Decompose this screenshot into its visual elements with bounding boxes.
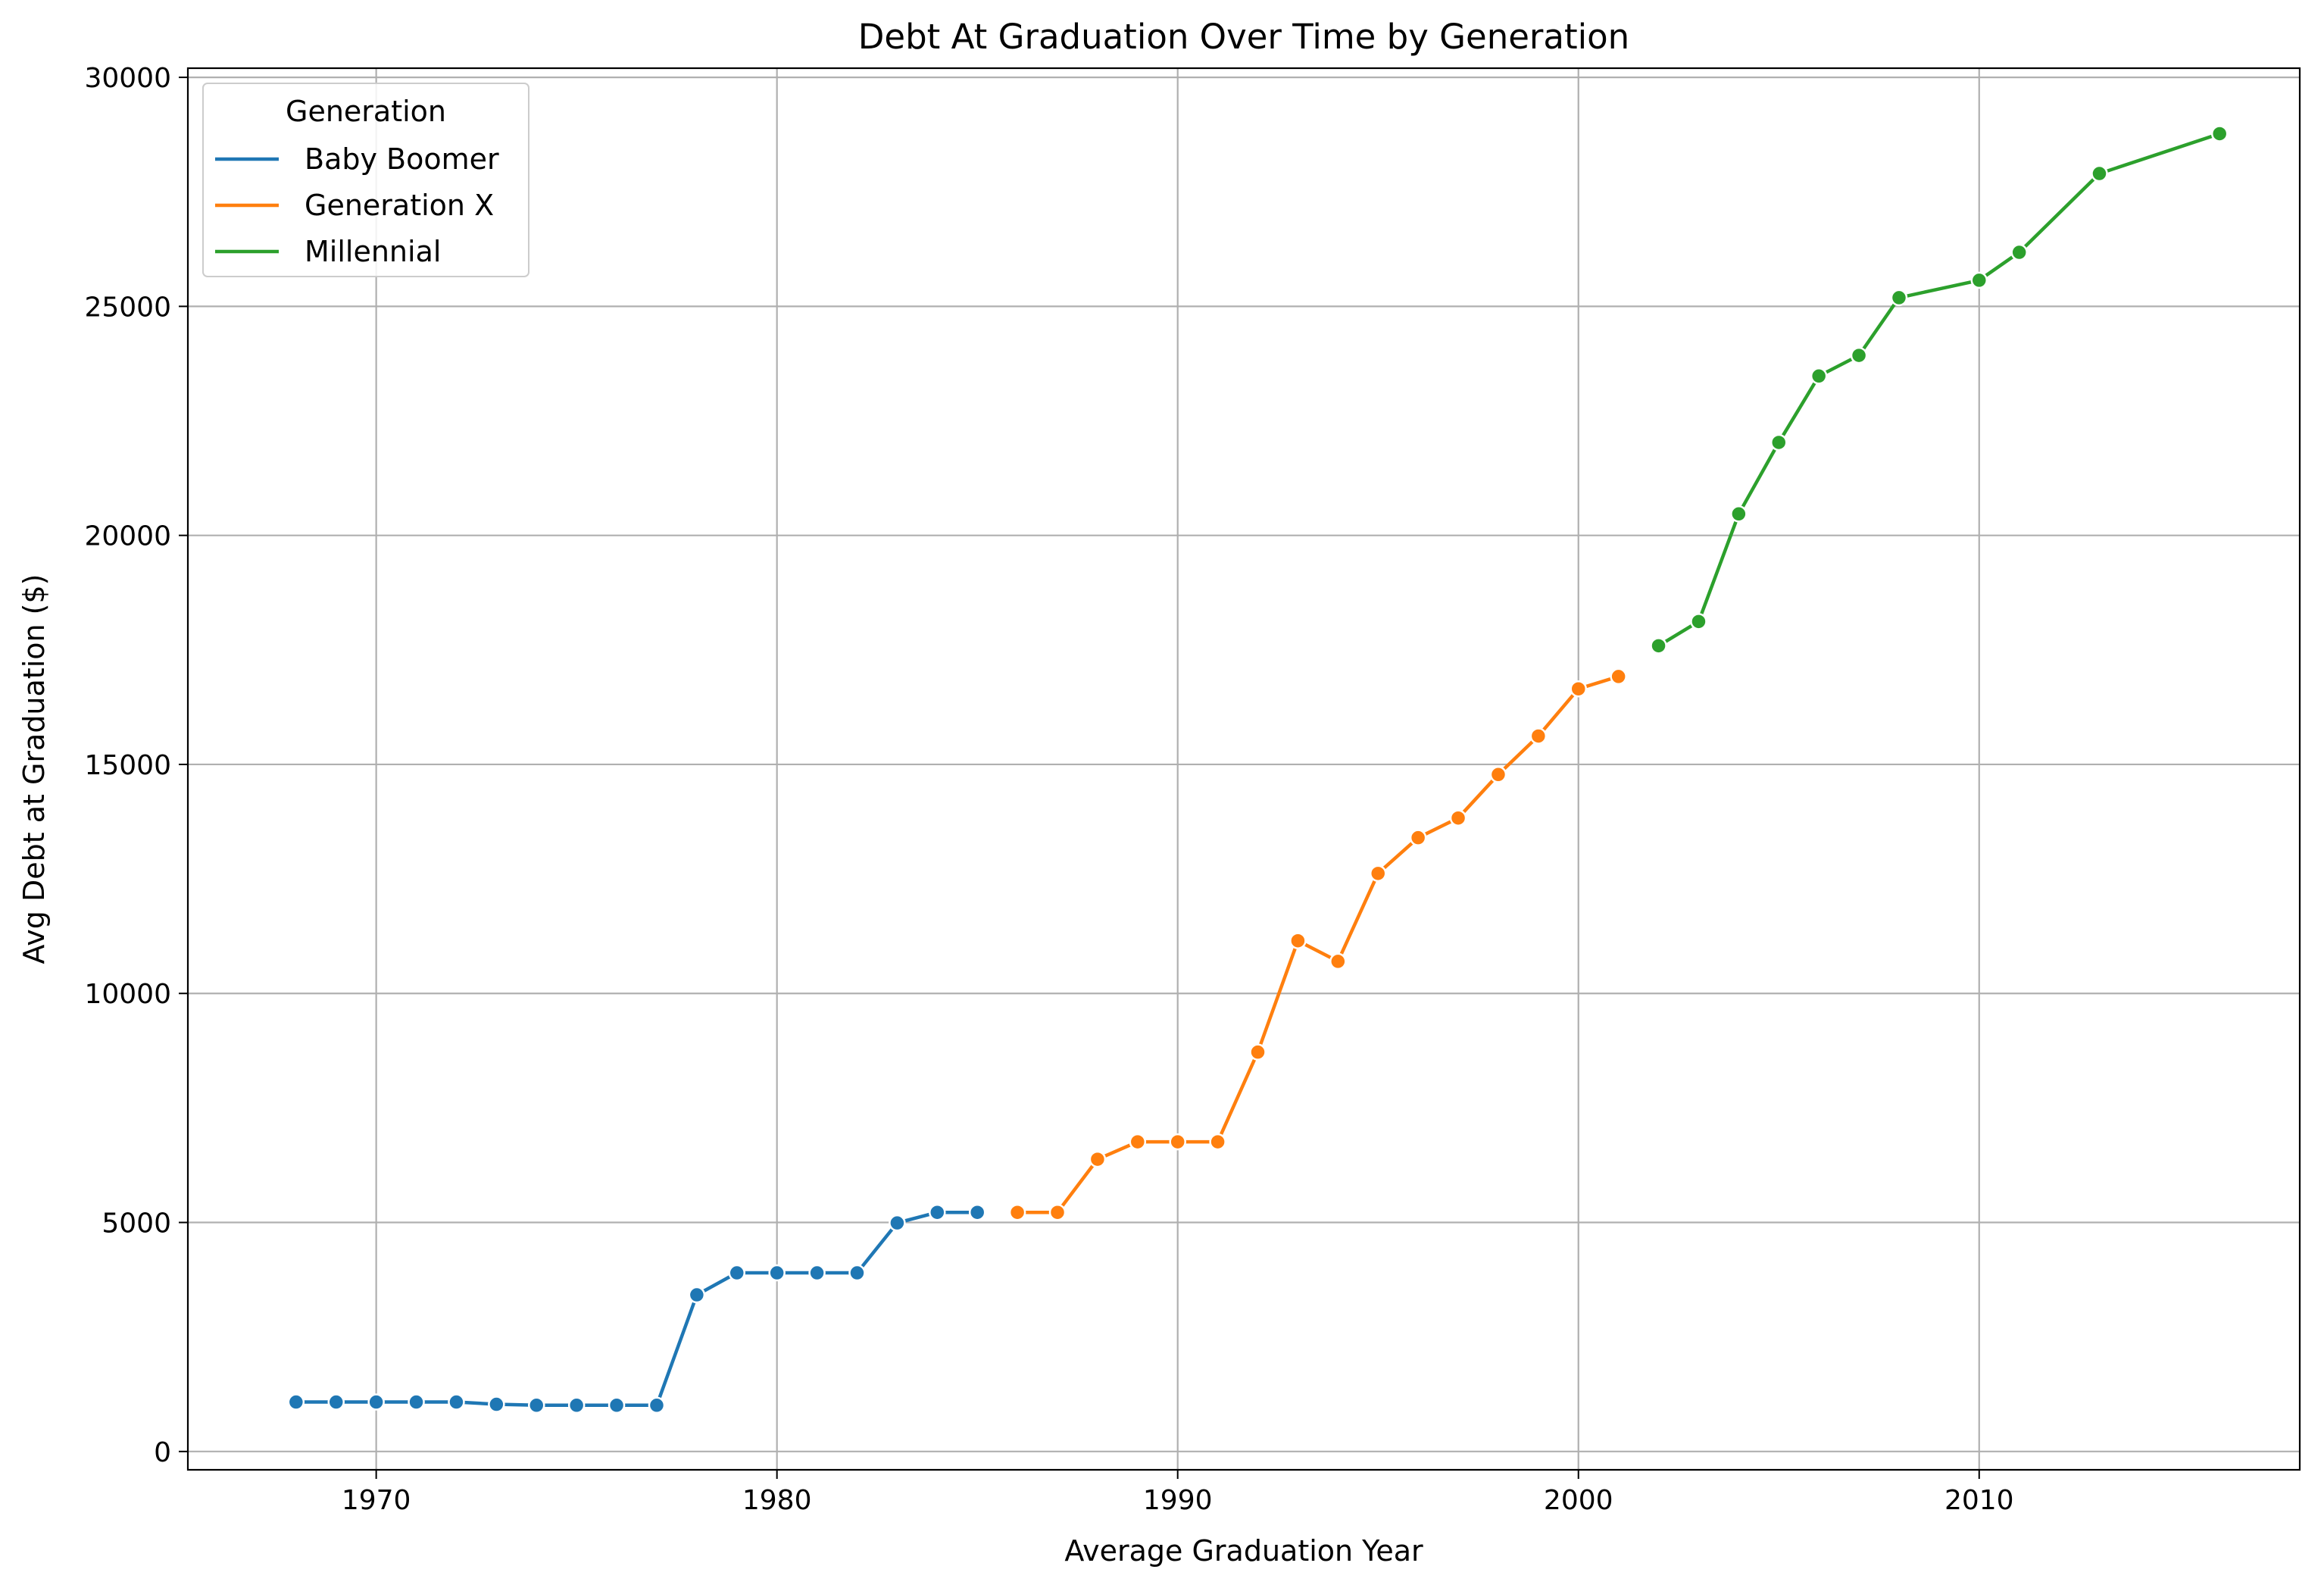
legend-title: Generation [286, 95, 446, 128]
axes: 1970 1980 1990 2000 2010 0 5000 10000 15000 20000… [84, 63, 2301, 1516]
x-tick-label: 2000 [1544, 1485, 1613, 1516]
data-point [1610, 667, 1627, 686]
data-point [1850, 346, 1868, 364]
data-point [2010, 243, 2028, 261]
data-point [1249, 1043, 1267, 1061]
data-point [808, 1264, 826, 1282]
series-millennial [1650, 125, 2229, 655]
data-point [2091, 164, 2108, 183]
legend-label: Millennial [305, 235, 441, 268]
data-point [1890, 289, 1908, 307]
series-baby-boomer [287, 1203, 986, 1415]
data-point [1289, 932, 1307, 949]
y-axis-label: Avg Debt at Graduation ($) [17, 574, 51, 964]
data-point [648, 1396, 666, 1415]
y-tick-label: 25000 [84, 292, 171, 323]
legend-box [202, 83, 529, 277]
y-tick-label: 15000 [84, 750, 171, 781]
data-point [848, 1264, 866, 1282]
y-tick-label: 20000 [84, 521, 171, 552]
data-point [1770, 433, 1788, 452]
x-tick-label: 1990 [1143, 1485, 1213, 1516]
data-point [889, 1214, 906, 1232]
data-point [1570, 680, 1587, 698]
x-tick-label: 1970 [342, 1485, 411, 1516]
x-axis-label: Average Graduation Year [1064, 1534, 1423, 1568]
data-point [1690, 613, 1707, 630]
data-point [1650, 637, 1667, 655]
data-point [1970, 271, 1988, 289]
chart-title: Debt At Graduation Over Time by Generati… [858, 17, 1629, 57]
y-tick-label: 0 [154, 1437, 171, 1468]
data-point [1329, 952, 1347, 971]
grid [188, 68, 2300, 1470]
data-point [1730, 505, 1748, 523]
legend-items: Baby Boomer Generation X Millennial [215, 142, 499, 268]
data-point [1129, 1133, 1147, 1151]
data-point [367, 1393, 385, 1411]
data-point [1369, 864, 1387, 883]
y-tick-label: 5000 [102, 1208, 171, 1239]
data-point [2210, 125, 2229, 142]
x-tick-label: 1980 [742, 1485, 812, 1516]
data-point [1209, 1133, 1226, 1151]
data-point [608, 1396, 626, 1415]
data-point [488, 1396, 505, 1413]
legend-label: Baby Boomer [305, 142, 499, 176]
y-tick-label: 30000 [84, 63, 171, 94]
data-point [1449, 809, 1467, 827]
data-point [1169, 1133, 1186, 1151]
data-point [929, 1203, 946, 1221]
data-point [1529, 727, 1548, 745]
x-tick-label: 2010 [1944, 1485, 2014, 1516]
data-point [1048, 1203, 1067, 1221]
data-point [768, 1264, 786, 1282]
data-point [448, 1393, 465, 1411]
data-point [287, 1393, 305, 1411]
legend-label: Generation X [305, 189, 494, 222]
data-point [1409, 829, 1427, 846]
series-group [287, 125, 2229, 1415]
data-point [688, 1286, 706, 1304]
data-point [567, 1396, 586, 1415]
plot-frame [186, 67, 2301, 1471]
data-point [1008, 1203, 1026, 1221]
data-point [528, 1396, 545, 1415]
data-point [327, 1393, 345, 1411]
series-line [1015, 674, 1620, 1214]
data-point [1810, 367, 1828, 385]
series-generation-x [1008, 667, 1627, 1221]
data-point [1489, 766, 1507, 783]
y-tick-label: 10000 [84, 979, 171, 1010]
data-point [968, 1203, 986, 1221]
data-point [728, 1264, 746, 1282]
data-point [1089, 1150, 1107, 1168]
data-point [408, 1393, 425, 1411]
legend: Generation Baby Boomer Generation X Millen… [202, 83, 529, 277]
